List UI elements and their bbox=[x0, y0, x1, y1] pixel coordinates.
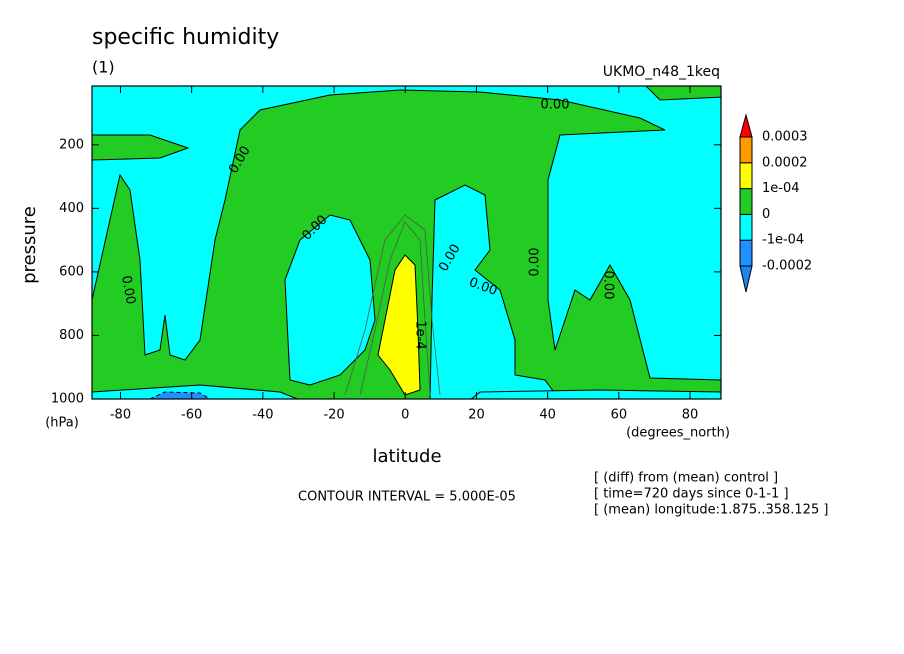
contour-interval: CONTOUR INTERVAL = 5.000E-05 bbox=[298, 490, 516, 505]
colorbar-label: 1e-04 bbox=[762, 181, 800, 196]
contour-region bbox=[645, 86, 721, 101]
contour-line bbox=[359, 221, 431, 396]
chart-subtitle: (1) bbox=[92, 58, 115, 77]
colorbar-segment bbox=[739, 136, 753, 164]
y-tick-label: 200 bbox=[59, 137, 84, 152]
x-tick-label: 20 bbox=[468, 408, 485, 423]
contour-region bbox=[377, 254, 421, 396]
y-tick-label: 400 bbox=[59, 201, 84, 216]
contour-region bbox=[470, 389, 721, 399]
x-tick-label: 60 bbox=[611, 408, 628, 423]
chart-title: specific humidity bbox=[92, 25, 279, 50]
y-axis-label: pressure bbox=[19, 206, 40, 284]
colorbar-extend bbox=[739, 265, 753, 293]
colorbar-segment bbox=[739, 213, 753, 241]
x-tick-label: 0 bbox=[401, 408, 409, 423]
note: [ (diff) from (mean) control ] bbox=[594, 471, 778, 486]
colorbar-extend bbox=[739, 113, 753, 138]
contour-region bbox=[92, 384, 299, 399]
x-tick-label: -40 bbox=[252, 408, 273, 423]
x-tick-label: -60 bbox=[181, 408, 202, 423]
contour-line bbox=[344, 214, 441, 396]
contour-label: 0.00 bbox=[118, 274, 138, 305]
contour-region bbox=[429, 184, 560, 399]
dataset-label: UKMO_n48_1keq bbox=[603, 64, 720, 80]
contour-label: 0.00 bbox=[541, 98, 570, 113]
contour-label: 1e-4 bbox=[413, 320, 428, 349]
contour-region bbox=[92, 134, 190, 161]
colorbar-segment bbox=[739, 239, 753, 267]
contour-label: 0.00 bbox=[528, 248, 543, 277]
x-tick-label: -80 bbox=[110, 408, 131, 423]
plot-frame bbox=[91, 85, 722, 400]
x-tick-label: 40 bbox=[539, 408, 556, 423]
colorbar-label: 0 bbox=[762, 207, 770, 222]
x-unit: (degrees_north) bbox=[626, 426, 730, 441]
colorbar-segment bbox=[739, 188, 753, 215]
y-tick-label: 1000 bbox=[51, 392, 84, 407]
y-tick-label: 600 bbox=[59, 264, 84, 279]
x-tick-label: 80 bbox=[682, 408, 699, 423]
note: [ (mean) longitude:1.875..358.125 ] bbox=[594, 503, 828, 518]
contour-region bbox=[149, 391, 211, 399]
contour-region bbox=[284, 214, 376, 386]
colorbar-label: 0.0003 bbox=[762, 130, 808, 145]
contour-field bbox=[92, 86, 721, 399]
colorbar-label: 0.0002 bbox=[762, 155, 808, 170]
colorbar-segment bbox=[739, 162, 753, 190]
x-tick-label: -20 bbox=[323, 408, 344, 423]
contour-region bbox=[92, 89, 721, 399]
colorbar-label: -0.0002 bbox=[762, 259, 812, 274]
colorbar-label: -1e-04 bbox=[762, 233, 804, 248]
x-axis-label: latitude bbox=[372, 446, 441, 467]
y-unit: (hPa) bbox=[45, 416, 79, 431]
y-tick-label: 800 bbox=[59, 328, 84, 343]
contour-label: 0.00 bbox=[601, 271, 616, 300]
note: [ time=720 days since 0-1-1 ] bbox=[594, 487, 789, 502]
